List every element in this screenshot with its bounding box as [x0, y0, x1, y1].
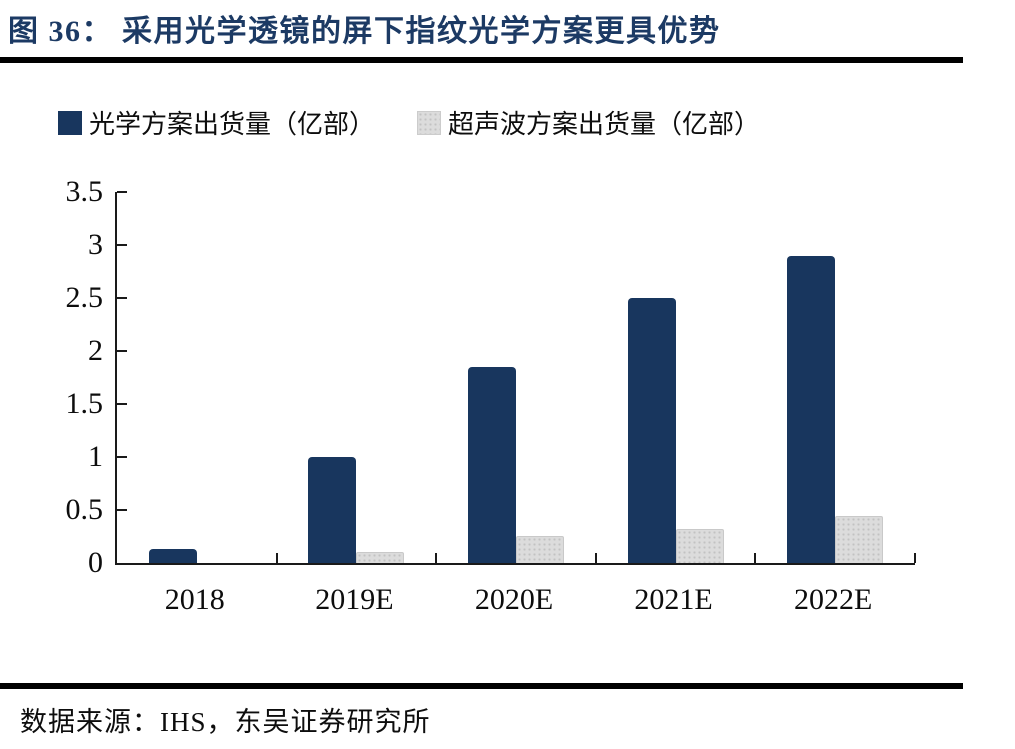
- data-source: 数据来源：IHS，东吴证券研究所: [20, 707, 431, 737]
- source-divider-rule: [0, 683, 963, 689]
- x-axis-tick: [435, 553, 438, 563]
- x-axis-tick: [594, 553, 597, 563]
- legend-swatch-optical-icon: [58, 110, 82, 135]
- legend-swatch-ultrasonic-icon: [417, 110, 442, 135]
- x-axis-label: 2018: [164, 583, 225, 616]
- y-axis-label: 0.5: [65, 493, 104, 526]
- x-axis-label: 2020E: [474, 583, 554, 616]
- x-axis-label: 2021E: [634, 583, 713, 616]
- x-axis-tick: [754, 553, 757, 563]
- x-axis-label: 2022E: [794, 583, 873, 616]
- y-axis-tick: [117, 456, 127, 458]
- y-axis-label: 3.5: [65, 175, 104, 208]
- y-axis-tick: [117, 509, 127, 511]
- y-axis-label: 1: [88, 440, 103, 473]
- x-axis-tick: [914, 553, 916, 563]
- y-axis-label: 2: [88, 334, 103, 367]
- bar-ultrasonic-2021E: [675, 529, 724, 563]
- figure-title: 图 36： 采用光学透镜的屏下指纹光学方案更具优势: [8, 15, 721, 48]
- x-axis-label: 2019E: [315, 583, 394, 616]
- bar-ultrasonic-2022E: [835, 516, 884, 563]
- legend-label-ultrasonic: 超声波方案出货量（亿部）: [448, 110, 761, 139]
- bar-ultrasonic-2020E: [516, 536, 564, 563]
- legend-label-optical: 光学方案出货量（亿部）: [89, 110, 376, 139]
- y-axis-label: 3: [88, 228, 103, 261]
- legend-item-optical: 光学方案出货量（亿部）: [58, 104, 375, 141]
- bar-ultrasonic-2019E: [356, 552, 405, 563]
- y-axis-tick: [117, 244, 127, 246]
- bar-optical-2020E: [468, 367, 516, 563]
- bar-optical-2018: [148, 549, 197, 563]
- legend-item-ultrasonic: 超声波方案出货量（亿部）: [417, 104, 760, 141]
- bar-optical-2022E: [787, 256, 836, 563]
- bar-optical-2021E: [627, 298, 676, 563]
- bar-chart: 3.5 3 2.5 2 1.5 1 0.5 0 2018 2019E 2020E 2021E 2022E: [65, 175, 916, 616]
- x-axis-tick: [275, 553, 278, 563]
- y-axis-tick: [117, 403, 127, 405]
- plot-area: [115, 191, 916, 565]
- y-axis-tick: [117, 191, 127, 193]
- bar-optical-2019E: [308, 457, 357, 563]
- y-axis-tick: [117, 350, 127, 352]
- y-axis-tick: [117, 297, 127, 299]
- chart-legend: 光学方案出货量（亿部） 超声波方案出货量（亿部）: [58, 104, 760, 141]
- title-divider-rule: [0, 57, 963, 63]
- y-axis-label: 1.5: [65, 387, 104, 420]
- y-axis-label: 2.5: [65, 281, 104, 314]
- y-axis-label: 0: [88, 546, 103, 579]
